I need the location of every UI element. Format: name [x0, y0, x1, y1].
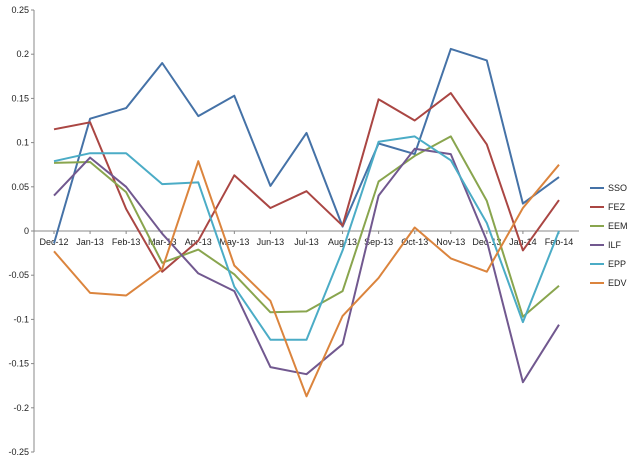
- y-tick-label: 0.1: [16, 138, 29, 148]
- legend-label-fez: FEZ: [608, 202, 626, 212]
- legend: SSO FEZ EEM ILF EPP EDV: [590, 183, 628, 288]
- y-tick-label: -0.1: [13, 314, 29, 324]
- y-tick-label: -0.15: [8, 359, 29, 369]
- x-tick-label: Oct-13: [401, 237, 428, 247]
- y-tick-label: -0.05: [8, 270, 29, 280]
- series-line-edv: [53, 160, 560, 398]
- x-tick-label: Jan-14: [509, 237, 537, 247]
- y-tick-label: -0.2: [13, 403, 29, 413]
- y-axis: 0.25 0.2 0.15 0.1 0.05 0 -0.05 -0.1 -0.15 -0.2 -0.…: [8, 5, 35, 457]
- legend-label-edv: EDV: [608, 278, 627, 288]
- x-tick-label: Feb-13: [112, 237, 141, 247]
- y-tick-label: -0.25: [8, 447, 29, 457]
- x-tick-label: Mar-13: [148, 237, 177, 247]
- x-tick-label: Jul-13: [294, 237, 319, 247]
- x-tick-label: Jun-13: [257, 237, 285, 247]
- y-tick-label: 0.2: [16, 49, 29, 59]
- x-tick-label: Jan-13: [76, 237, 104, 247]
- legend-label-epp: EPP: [608, 259, 626, 269]
- legend-label-sso: SSO: [608, 183, 627, 193]
- x-tick-label: Feb-14: [545, 237, 574, 247]
- series-line-sso: [53, 47, 560, 244]
- x-tick-label: Nov-13: [436, 237, 465, 247]
- y-tick-label: 0.25: [11, 5, 29, 15]
- x-tick-label: Sep-13: [364, 237, 393, 247]
- x-tick-label: May-13: [219, 237, 249, 247]
- legend-label-eem: EEM: [608, 221, 628, 231]
- series-line-fez: [53, 92, 560, 273]
- series-line-ilf: [53, 147, 560, 384]
- series-lines: [53, 47, 560, 398]
- y-tick-label: 0.05: [11, 182, 29, 192]
- series-line-eem: [53, 135, 560, 318]
- series-line-epp: [53, 135, 560, 341]
- x-tick-label: Aug-13: [328, 237, 357, 247]
- y-tick-label: 0: [24, 226, 29, 236]
- y-tick-label: 0.15: [11, 93, 29, 103]
- legend-label-ilf: ILF: [608, 240, 622, 250]
